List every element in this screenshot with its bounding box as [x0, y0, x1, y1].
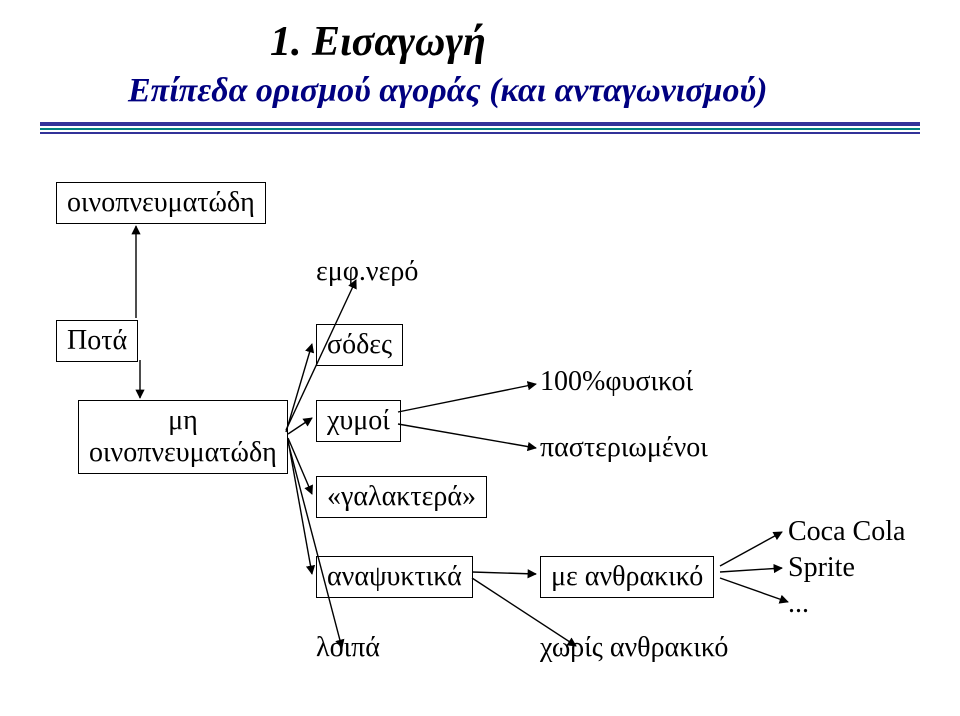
divider-line: [40, 128, 920, 130]
arrow: [288, 418, 312, 434]
slide-title: 1. Εισαγωγή: [270, 18, 486, 66]
node-me-anthrak: με ανθρακικό: [540, 556, 714, 598]
divider-line: [40, 132, 920, 134]
node-dots: ...: [788, 588, 809, 620]
divider-rule: [40, 122, 920, 134]
node-pasteur: παστεριωμένοι: [540, 432, 708, 464]
divider-line: [40, 122, 920, 126]
node-sodes: σόδες: [316, 324, 403, 366]
node-emf-nero: εμφ.νερό: [316, 256, 418, 288]
arrow: [720, 532, 782, 566]
arrow: [286, 344, 312, 432]
node-oinopneum: οινοπνευματώδη: [56, 182, 266, 224]
node-fysikoi: 100%φυσικοί: [540, 366, 693, 398]
slide-subtitle: Επίπεδα ορισμού αγοράς (και ανταγωνισμού…: [128, 72, 767, 110]
node-sprite: Sprite: [788, 552, 855, 584]
node-xoris-anthrak: χωρίς ανθρακικό: [540, 632, 728, 664]
node-xymoi: χυμοί: [316, 400, 401, 442]
node-mi-oinopneum: μηοινοπνευματώδη: [78, 400, 288, 474]
arrow: [288, 440, 312, 574]
arrow: [472, 572, 536, 574]
arrow: [398, 424, 536, 448]
arrow: [288, 442, 342, 648]
node-anapsyktika: αναψυκτικά: [316, 556, 473, 598]
node-loipa: λοιπά: [316, 632, 380, 664]
diagram-stage: 1. Εισαγωγή Επίπεδα ορισμού αγοράς (και …: [0, 0, 960, 716]
node-pota: Ποτά: [56, 320, 138, 362]
arrow: [720, 578, 788, 602]
arrow: [720, 568, 782, 572]
arrow: [398, 384, 536, 412]
arrow: [288, 438, 312, 494]
node-galaktera: «γαλακτερά»: [316, 476, 487, 518]
node-coca: Coca Cola: [788, 516, 905, 548]
